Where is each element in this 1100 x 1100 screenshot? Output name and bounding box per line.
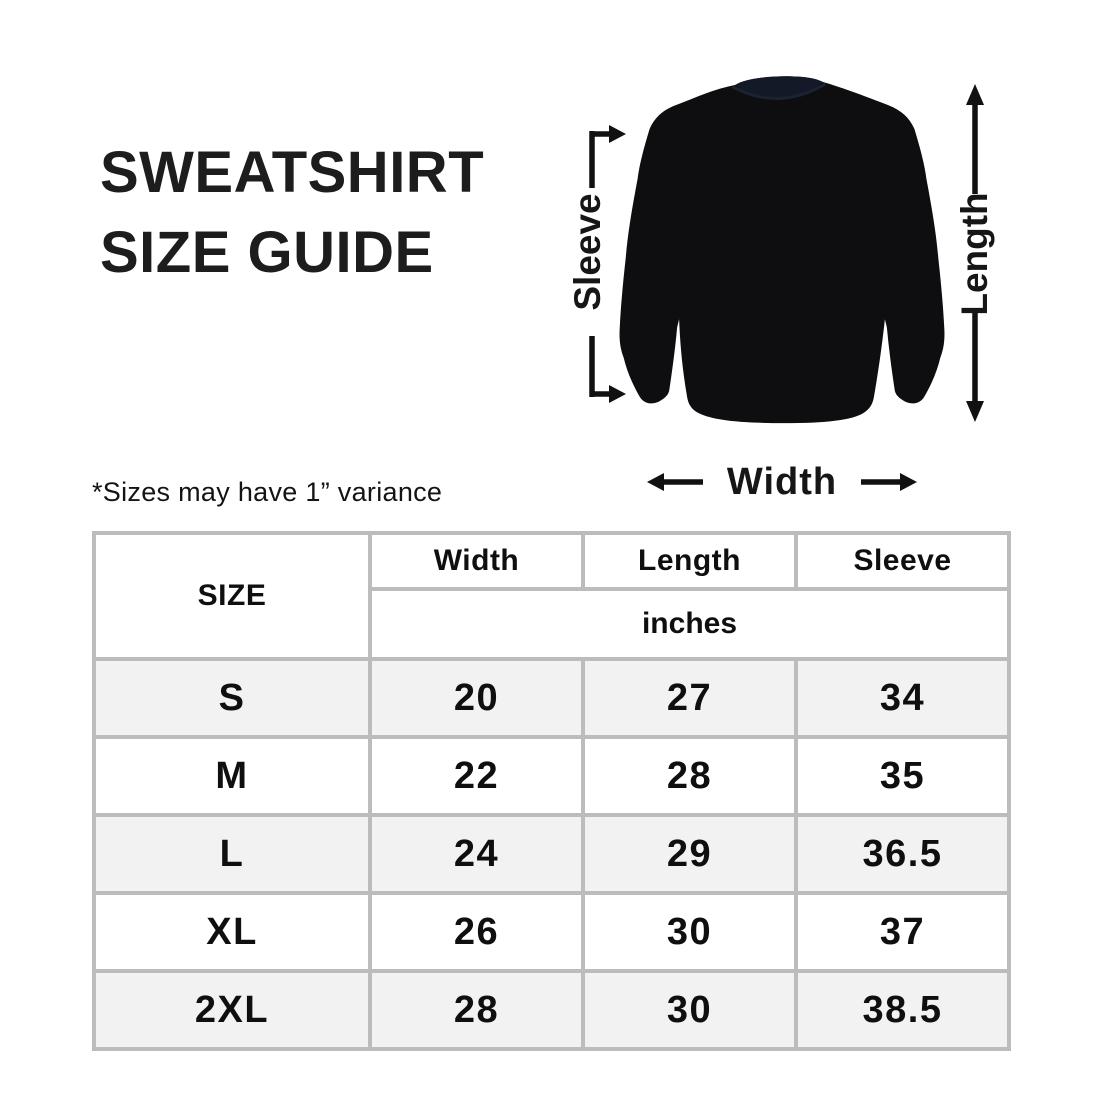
table-row-2xl: 2XL 28 30 38.5 [92,969,1011,1051]
width-column-header: Width [368,531,585,591]
sleeve-bracket-arrow-icon [589,125,626,403]
length-cell: 28 [581,735,798,817]
size-cell: 2XL [92,969,372,1051]
table-row-l: L 24 29 36.5 [92,813,1011,895]
size-column-header: SIZE [92,531,372,661]
size-cell: S [92,657,372,739]
width-dimension-label: Width [726,460,838,503]
size-cell: M [92,735,372,817]
table-row-m: M 22 28 35 [92,735,1011,817]
width-cell: 20 [368,657,585,739]
sleeve-cell: 36.5 [794,813,1011,895]
length-column-header: Length [581,531,798,591]
page-title-line2: SIZE GUIDE [100,220,434,285]
table-header-row: SIZE Width Length Sleeve [92,531,1011,661]
table-row-xl: XL 26 30 37 [92,891,1011,973]
table-unit-row: inches [94,587,1011,661]
sweatshirt-icon [619,76,945,424]
sleeve-column-header: Sleeve [794,531,1011,591]
page-title-line1: SWEATSHIRT [100,140,485,205]
width-cell: 22 [368,735,585,817]
width-cell: 26 [368,891,585,973]
size-cell: L [92,813,372,895]
size-table: SIZE Width Length Sleeve inches S 20 27 … [92,531,1011,1051]
length-cell: 30 [581,969,798,1051]
unit-label: inches [368,587,1011,661]
table-row-s: S 20 27 34 [92,657,1011,739]
length-cell: 29 [581,813,798,895]
sleeve-cell: 37 [794,891,1011,973]
length-cell: 30 [581,891,798,973]
width-left-arrow-icon [646,473,703,491]
length-dimension-label: Length [954,192,995,316]
page-title: SWEATSHIRT SIZE GUIDE [100,133,484,293]
length-cell: 27 [581,657,798,739]
width-cell: 24 [368,813,585,895]
width-right-arrow-icon [861,473,918,491]
variance-note: *Sizes may have 1” variance [92,477,443,507]
sleeve-cell: 34 [794,657,1011,739]
sleeve-cell: 38.5 [794,969,1011,1051]
sleeve-cell: 35 [794,735,1011,817]
length-arrow-icon [966,84,984,422]
width-dimension-group: Width [612,456,952,508]
size-cell: XL [92,891,372,973]
sleeve-dimension-label: Sleeve [567,193,608,311]
width-cell: 28 [368,969,585,1051]
